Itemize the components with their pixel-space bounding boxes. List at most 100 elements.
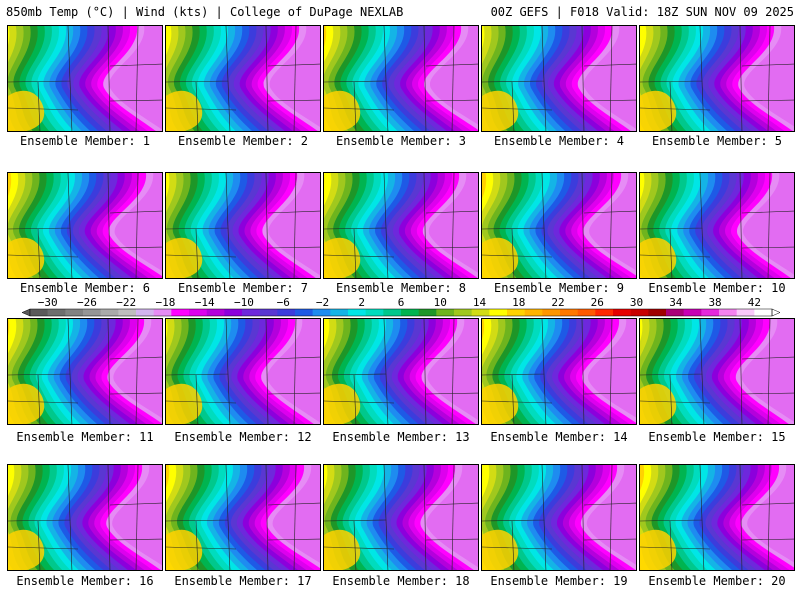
- state-boundary: [767, 173, 771, 278]
- state-boundary: [135, 465, 139, 570]
- temperature-field-map: [640, 26, 794, 131]
- colorbar-swatch: [100, 309, 119, 316]
- colorbar-tick-label: 2: [358, 296, 365, 309]
- state-boundary: [581, 319, 585, 424]
- colorbar-tick-label: 34: [669, 296, 683, 309]
- temperature-band: [482, 26, 485, 131]
- colorbar-swatch: [701, 309, 720, 316]
- ensemble-map-panel: [7, 172, 163, 279]
- colorbar-swatch: [542, 309, 561, 316]
- state-boundary: [293, 319, 297, 424]
- state-boundary: [107, 465, 111, 570]
- colorbar-swatch: [365, 309, 384, 316]
- state-boundary: [739, 319, 743, 424]
- temperature-band: [324, 173, 332, 278]
- colorbar-swatch: [383, 309, 402, 316]
- ensemble-map-panel: [165, 464, 321, 571]
- temperature-field-map: [482, 173, 636, 278]
- state-boundary: [767, 319, 771, 424]
- colorbar-swatch: [136, 309, 154, 316]
- colorbar-max-arrow: [771, 308, 781, 317]
- state-boundary: [353, 228, 357, 278]
- state-boundary: [583, 246, 636, 249]
- colorbar-swatch: [295, 309, 313, 316]
- state-boundary: [324, 254, 395, 258]
- colorbar-swatch: [401, 309, 419, 316]
- colorbar-swatch: [330, 309, 349, 316]
- temperature-field-map: [166, 173, 320, 278]
- temperature-band: [166, 465, 177, 570]
- ensemble-member-label: Ensemble Member: 10: [648, 281, 786, 295]
- ensemble-member-label: Ensemble Member: 8: [335, 281, 467, 295]
- colorbar-swatch: [65, 309, 84, 316]
- temperature-field-map: [324, 465, 478, 570]
- ensemble-member-label: Ensemble Member: 7: [177, 281, 309, 295]
- state-boundary: [293, 26, 297, 131]
- temperature-band: [8, 26, 10, 131]
- state-boundary: [669, 374, 673, 424]
- ensemble-map-panel: [7, 25, 163, 132]
- ensemble-map-panel: [481, 25, 637, 132]
- ensemble-member-label: Ensemble Member: 1: [19, 134, 151, 148]
- ensemble-map-panel: [165, 318, 321, 425]
- temperature-band: [8, 173, 11, 278]
- colorbar-tick-label: −10: [234, 296, 254, 309]
- state-boundary: [265, 319, 269, 424]
- state-boundary: [293, 465, 297, 570]
- state-boundary: [353, 520, 357, 570]
- warm-anomaly-region: [324, 237, 361, 278]
- warm-anomaly-region: [166, 529, 203, 570]
- colorbar-swatch: [524, 309, 543, 316]
- ensemble-member-label: Ensemble Member: 15: [648, 430, 786, 444]
- state-boundary: [227, 373, 231, 424]
- colorbar-swatch: [719, 309, 737, 316]
- colorbar-tick-label: −14: [195, 296, 215, 309]
- state-boundary: [425, 99, 478, 102]
- state-boundary: [195, 374, 199, 424]
- ensemble-map-panel: [323, 172, 479, 279]
- warm-anomaly-region: [640, 383, 677, 424]
- colorbar-swatch: [153, 309, 172, 316]
- temperature-band: [166, 319, 175, 424]
- state-boundary: [741, 246, 794, 249]
- state-boundary: [609, 173, 613, 278]
- temperature-field-map: [482, 465, 636, 570]
- warm-anomaly-region: [8, 383, 45, 424]
- state-boundary: [701, 227, 705, 278]
- warm-anomaly-region: [166, 383, 203, 424]
- ensemble-member-label: Ensemble Member: 16: [16, 574, 154, 588]
- state-boundary: [166, 400, 237, 404]
- state-boundary: [195, 520, 199, 570]
- ensemble-member-label: Ensemble Member: 14: [490, 430, 628, 444]
- colorbar-tick-label: 22: [551, 296, 564, 309]
- state-boundary: [265, 26, 269, 131]
- temperature-field-map: [482, 319, 636, 424]
- colorbar-swatch: [595, 309, 614, 316]
- state-boundary: [267, 538, 320, 541]
- temperature-band: [8, 319, 10, 424]
- temperature-band: [640, 26, 647, 131]
- ensemble-map-panel: [481, 464, 637, 571]
- ensemble-member-label: Ensemble Member: 20: [648, 574, 786, 588]
- state-boundary: [423, 465, 427, 570]
- state-boundary: [511, 81, 515, 131]
- warm-anomaly-region: [640, 237, 677, 278]
- state-boundary: [69, 227, 73, 278]
- colorbar-swatch: [418, 309, 437, 316]
- colorbar-swatch: [348, 309, 366, 316]
- state-boundary: [543, 227, 547, 278]
- ensemble-map-panel: [7, 464, 163, 571]
- temperature-band: [324, 465, 328, 570]
- colorbar-swatch: [666, 309, 684, 316]
- state-boundary: [609, 319, 613, 424]
- colorbar-tick-label: −30: [38, 296, 58, 309]
- temperature-field-map: [166, 319, 320, 424]
- temperature-band: [166, 26, 179, 131]
- state-boundary: [423, 173, 427, 278]
- colorbar-swatch: [259, 309, 278, 316]
- state-boundary: [640, 400, 711, 404]
- state-boundary: [482, 107, 553, 111]
- temperature-field-map: [8, 173, 162, 278]
- colorbar-swatch: [613, 309, 631, 316]
- ensemble-map-panel: [7, 318, 163, 425]
